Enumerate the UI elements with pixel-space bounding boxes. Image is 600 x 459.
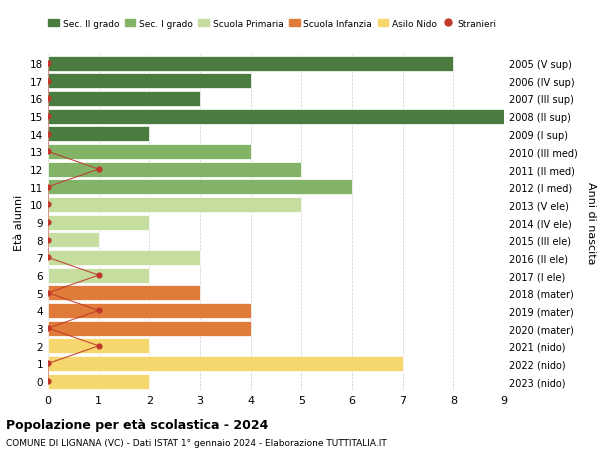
Text: Popolazione per età scolastica - 2024: Popolazione per età scolastica - 2024 [6,418,268,431]
Bar [48,197,301,213]
Y-axis label: Anni di nascita: Anni di nascita [586,181,596,264]
Bar [48,233,98,248]
Bar [48,56,454,72]
Bar [48,145,251,160]
Bar [48,215,149,230]
Legend: Sec. II grado, Sec. I grado, Scuola Primaria, Scuola Infanzia, Asilo Nido, Stran: Sec. II grado, Sec. I grado, Scuola Prim… [44,16,499,32]
Bar [48,285,200,301]
Bar [48,127,149,142]
Bar [48,251,200,265]
Bar [48,339,149,353]
Bar [48,321,251,336]
Y-axis label: Età alunni: Età alunni [14,195,25,251]
Bar [48,109,504,124]
Bar [48,303,251,318]
Bar [48,92,200,106]
Bar [48,356,403,371]
Bar [48,180,352,195]
Bar [48,162,301,177]
Bar [48,74,251,89]
Bar [48,374,149,389]
Bar [48,268,149,283]
Text: COMUNE DI LIGNANA (VC) - Dati ISTAT 1° gennaio 2024 - Elaborazione TUTTITALIA.IT: COMUNE DI LIGNANA (VC) - Dati ISTAT 1° g… [6,438,387,448]
